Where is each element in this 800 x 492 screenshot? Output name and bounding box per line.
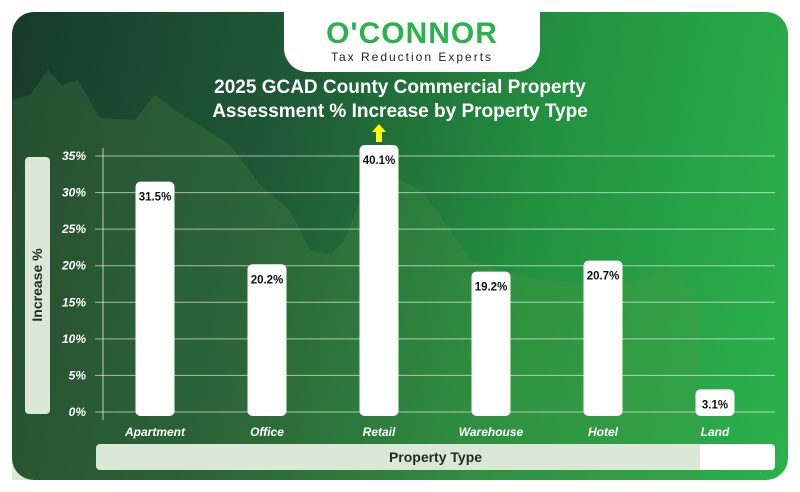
y-tick-label: 25%: [61, 222, 86, 236]
logo-tagline: Tax Reduction Experts: [330, 50, 494, 64]
logo: O'CONNOR Tax Reduction Experts: [284, 12, 540, 72]
bar-retail: [359, 145, 399, 416]
y-tick-label: 15%: [62, 295, 86, 309]
logo-name: O'CONNOR: [326, 17, 498, 50]
x-tick-label: Retail: [363, 425, 396, 439]
y-tick-label: 35%: [62, 149, 86, 163]
data-label: 20.7%: [587, 271, 620, 283]
chart-title-line-1: 2025 GCAD County Commercial Property: [214, 77, 586, 98]
y-axis-label-box: [25, 157, 50, 414]
bar-hotel: [583, 260, 623, 416]
bar-warehouse: [471, 271, 511, 416]
data-label: 31.5%: [139, 192, 172, 204]
x-axis-label: Property Type: [96, 444, 775, 470]
x-tick-label: Hotel: [588, 425, 619, 439]
y-tick-label: 0%: [69, 405, 87, 419]
y-tick-label: 10%: [62, 332, 86, 346]
y-tick-label: 20%: [61, 259, 86, 273]
chart-title: 2025 GCAD County Commercial Property Ass…: [0, 76, 800, 124]
chart-title-line-2: Assessment % Increase by Property Type: [212, 101, 588, 122]
data-label: 19.2%: [475, 282, 508, 294]
x-tick-label: Office: [250, 425, 284, 439]
x-tick-label: Warehouse: [459, 425, 524, 439]
background-hills: [12, 70, 700, 480]
bar-apartment: [135, 181, 175, 416]
bar-office: [247, 264, 287, 416]
x-tick-label: Land: [701, 425, 730, 439]
data-label: 40.1%: [363, 155, 396, 167]
y-tick-label: 30%: [62, 186, 86, 200]
data-label: 20.2%: [251, 274, 284, 286]
x-tick-label: Apartment: [124, 425, 186, 439]
y-tick-label: 5%: [69, 368, 87, 382]
up-arrow-icon: [372, 124, 386, 142]
data-label: 3.1%: [702, 399, 728, 411]
bar-land: [695, 389, 735, 416]
